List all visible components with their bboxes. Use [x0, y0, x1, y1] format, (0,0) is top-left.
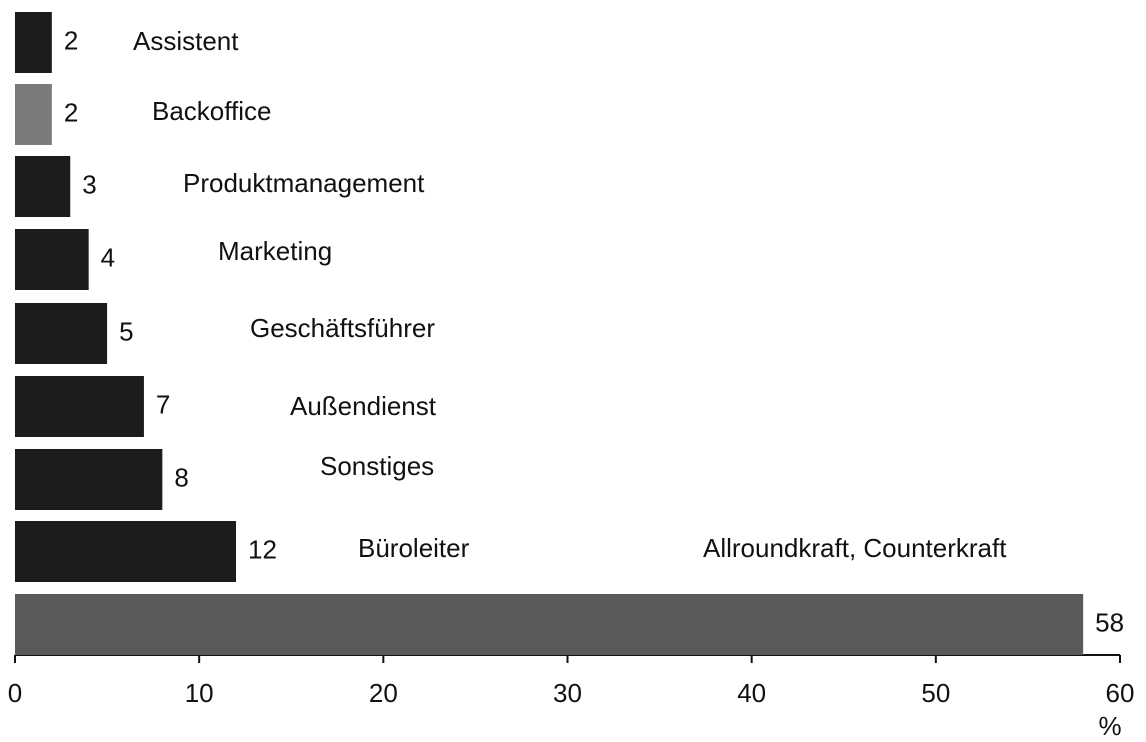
category-label: Außendienst [290, 391, 437, 421]
x-tick-label: 0 [8, 678, 22, 708]
x-tick-label: 20 [369, 678, 398, 708]
category-label: Backoffice [152, 96, 271, 126]
x-tick-label: 50 [921, 678, 950, 708]
value-label: 7 [156, 389, 170, 419]
value-label: 12 [248, 534, 277, 564]
bar [15, 156, 71, 217]
x-axis-label: % [1098, 711, 1121, 741]
category-label: Produktmanagement [183, 168, 425, 198]
category-label: Geschäftsführer [250, 313, 435, 343]
value-label: 4 [101, 242, 115, 272]
category-label: Büroleiter [358, 533, 470, 563]
bar [15, 84, 52, 145]
category-label: Marketing [218, 236, 332, 266]
value-label: 58 [1095, 607, 1124, 637]
bar [15, 376, 144, 437]
x-tick-label: 60 [1106, 678, 1135, 708]
bar [15, 521, 236, 582]
value-label: 3 [82, 169, 96, 199]
value-label: 5 [119, 316, 133, 346]
bar [15, 12, 52, 73]
bar [15, 594, 1084, 655]
value-label: 8 [174, 462, 188, 492]
x-tick-label: 40 [737, 678, 766, 708]
bar [15, 449, 163, 510]
bar [15, 229, 89, 290]
category-label: Allroundkraft, Counterkraft [703, 533, 1007, 563]
x-tick-label: 30 [553, 678, 582, 708]
category-label: Assistent [133, 26, 239, 56]
bar [15, 303, 108, 364]
x-tick-label: 10 [185, 678, 214, 708]
category-label: Sonstiges [320, 451, 434, 481]
value-label: 2 [64, 25, 78, 55]
value-label: 2 [64, 97, 78, 127]
